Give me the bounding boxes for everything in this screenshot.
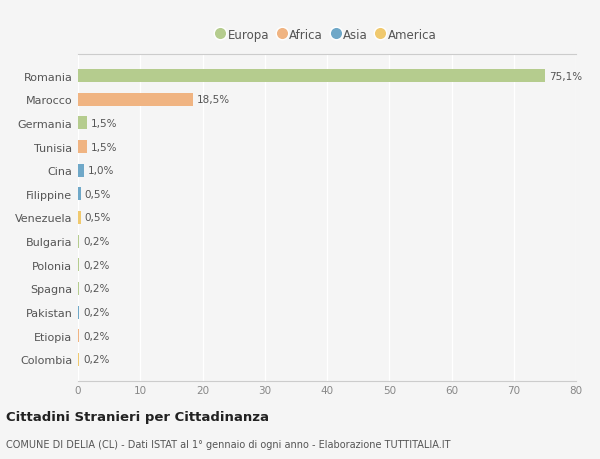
Bar bbox=[78, 94, 193, 106]
Text: 0,2%: 0,2% bbox=[83, 331, 109, 341]
Bar bbox=[78, 306, 79, 319]
Text: 1,0%: 1,0% bbox=[88, 166, 115, 176]
Text: 0,2%: 0,2% bbox=[83, 260, 109, 270]
Text: 0,2%: 0,2% bbox=[83, 237, 109, 246]
Bar bbox=[78, 188, 81, 201]
Bar bbox=[78, 141, 88, 154]
Bar bbox=[78, 259, 79, 272]
Bar bbox=[78, 353, 79, 366]
Legend: Europa, Africa, Asia, America: Europa, Africa, Asia, America bbox=[214, 25, 440, 45]
Text: 0,2%: 0,2% bbox=[83, 355, 109, 364]
Text: 0,5%: 0,5% bbox=[85, 190, 111, 199]
Text: 0,2%: 0,2% bbox=[83, 284, 109, 294]
Bar bbox=[78, 330, 79, 342]
Bar bbox=[78, 282, 79, 295]
Bar bbox=[78, 235, 79, 248]
Text: Cittadini Stranieri per Cittadinanza: Cittadini Stranieri per Cittadinanza bbox=[6, 410, 269, 423]
Bar bbox=[78, 212, 81, 224]
Text: COMUNE DI DELIA (CL) - Dati ISTAT al 1° gennaio di ogni anno - Elaborazione TUTT: COMUNE DI DELIA (CL) - Dati ISTAT al 1° … bbox=[6, 440, 451, 449]
Bar bbox=[78, 164, 84, 177]
Bar bbox=[78, 70, 545, 83]
Text: 18,5%: 18,5% bbox=[197, 95, 230, 105]
Text: 1,5%: 1,5% bbox=[91, 142, 118, 152]
Text: 0,2%: 0,2% bbox=[83, 308, 109, 318]
Text: 75,1%: 75,1% bbox=[549, 72, 583, 81]
Text: 0,5%: 0,5% bbox=[85, 213, 111, 223]
Text: 1,5%: 1,5% bbox=[91, 118, 118, 129]
Bar bbox=[78, 117, 88, 130]
